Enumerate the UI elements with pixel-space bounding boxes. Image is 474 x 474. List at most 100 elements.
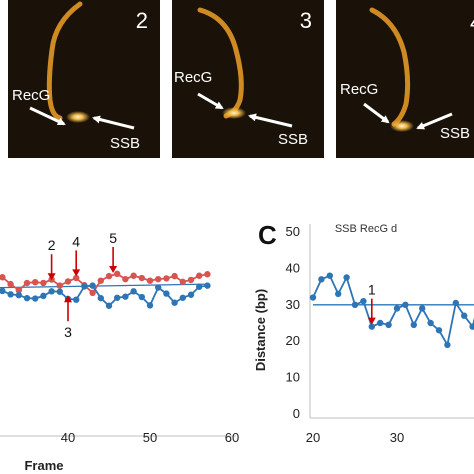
data-point: [23, 294, 31, 302]
data-point: [187, 291, 195, 298]
recg-arrow: [363, 102, 390, 124]
data-point: [7, 280, 14, 288]
data-point: [204, 282, 211, 289]
data-point: [122, 275, 129, 283]
annotation-group: 1: [367, 282, 376, 325]
data-point: [402, 301, 409, 308]
data-point: [89, 282, 96, 289]
distance-chart-b: 2 4 5 3 40 50 60 Frame: [0, 230, 239, 473]
annotation-arrow-head: [72, 269, 81, 277]
series-group: [309, 272, 474, 349]
trend-line: [0, 283, 208, 289]
data-point: [385, 321, 392, 329]
data-point: [97, 294, 105, 302]
data-point: [393, 305, 401, 312]
ssb-label: SSB: [440, 125, 470, 142]
data-point: [138, 274, 145, 282]
data-point: [15, 291, 22, 299]
annotation-label: 4: [72, 233, 80, 249]
data-point: [56, 288, 63, 295]
trend-line-group: [0, 283, 208, 289]
data-point: [377, 319, 384, 327]
data-point: [343, 274, 350, 281]
annotation-arrow-head: [64, 295, 72, 303]
micrograph-panel-2: 3 RecG SSB: [172, 0, 324, 158]
data-point: [0, 274, 6, 281]
y-tick-label: 40: [286, 260, 300, 275]
series-line-blue: [0, 284, 208, 308]
data-point: [368, 323, 375, 330]
data-point: [204, 271, 211, 278]
data-point: [419, 305, 426, 312]
data-point: [23, 279, 31, 287]
data-point: [48, 288, 55, 295]
data-point: [130, 272, 137, 279]
data-point: [155, 284, 162, 291]
recg-label: RecG: [12, 87, 50, 104]
series-line-blue: [312, 274, 474, 348]
data-point: [56, 282, 63, 289]
data-point: [146, 302, 154, 309]
data-point: [444, 341, 451, 349]
x-tick-label: 20: [306, 430, 320, 445]
recg-label: RecG: [340, 81, 378, 98]
data-point: [64, 278, 72, 285]
data-point: [40, 292, 47, 300]
y-tick-label: 50: [286, 224, 300, 239]
protein-complex: [222, 107, 246, 119]
data-point: [89, 289, 96, 297]
y-tick-label: 0: [293, 406, 300, 421]
data-point: [469, 323, 474, 330]
data-point: [32, 295, 39, 302]
data-point: [163, 290, 170, 297]
data-point: [163, 275, 170, 282]
data-point: [97, 277, 105, 284]
micrograph-background: [172, 0, 324, 158]
ssb-arrow: [248, 113, 293, 128]
data-point: [114, 294, 121, 301]
data-point: [309, 294, 317, 301]
frame-number: 2: [136, 8, 148, 33]
annotation-label: 5: [109, 230, 117, 246]
data-point: [351, 301, 359, 308]
data-point: [360, 297, 367, 305]
recg-label: RecG: [174, 69, 212, 86]
data-point: [196, 272, 203, 279]
protein-complex: [390, 120, 414, 132]
data-point: [171, 299, 178, 306]
data-point: [326, 272, 333, 279]
series-group: [0, 270, 211, 309]
annotation-arrow-head: [47, 273, 56, 281]
data-point: [0, 287, 6, 295]
data-point: [130, 288, 137, 295]
micrograph-panel-1: 2 RecG SSB: [8, 0, 160, 158]
data-point: [435, 327, 443, 334]
data-point: [105, 302, 113, 309]
x-tick-label: 30: [390, 430, 404, 445]
chart-title: SSB RecG d: [335, 223, 397, 235]
data-point: [179, 278, 186, 286]
data-point: [171, 272, 178, 280]
ssb-label: SSB: [110, 135, 140, 152]
data-point: [196, 283, 203, 290]
x-tick-label: 60: [225, 430, 239, 445]
micrograph-background: [8, 0, 160, 158]
data-point: [105, 272, 113, 280]
data-point: [155, 275, 162, 283]
annotation-label: 1: [368, 282, 376, 298]
recg-arrow: [197, 92, 224, 110]
data-point: [114, 270, 121, 278]
recg-arrow: [29, 106, 66, 126]
data-point: [122, 293, 129, 300]
y-axis-title: Distance (bp): [253, 289, 268, 371]
data-point: [452, 299, 459, 307]
data-point: [7, 291, 14, 298]
ssb-arrow: [92, 115, 135, 130]
data-point: [146, 277, 154, 284]
protein-complex: [66, 111, 90, 123]
data-point: [32, 279, 39, 286]
annotation-label: 3: [64, 324, 72, 340]
data-point: [335, 290, 342, 298]
micrograph-panel-3: 4 RecG SSB: [336, 0, 474, 158]
